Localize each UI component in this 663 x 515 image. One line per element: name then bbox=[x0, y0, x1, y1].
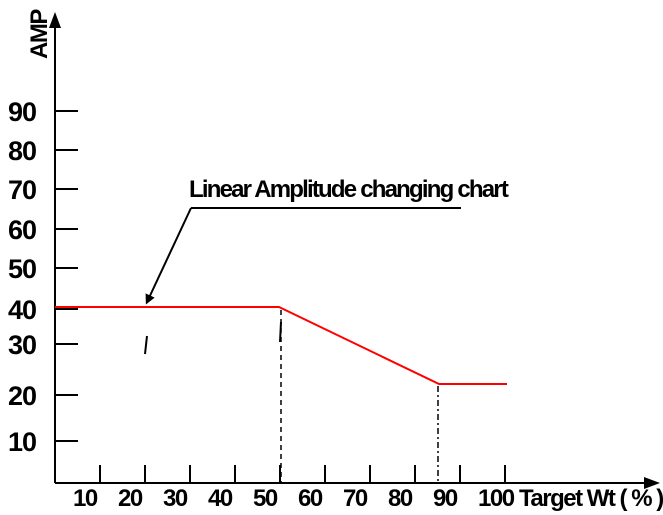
drop-lines bbox=[280, 310, 439, 483]
y-tick-label: 40 bbox=[8, 295, 36, 325]
series-group bbox=[55, 306, 507, 385]
x-tick-label: 50 bbox=[253, 485, 278, 512]
x-tick-label: 70 bbox=[343, 485, 368, 512]
y-tick-label: 80 bbox=[8, 136, 36, 166]
x-axis-title: Target Wt ( % ) bbox=[519, 485, 663, 512]
y-tick-label: 90 bbox=[8, 97, 36, 127]
x-tick-label: 40 bbox=[208, 485, 233, 512]
small-mark bbox=[144, 335, 148, 355]
y-axis-arrow-icon bbox=[49, 12, 61, 28]
x-tick-label: 100 bbox=[478, 485, 515, 512]
x-ticks: 10 20 30 40 50 60 70 80 90 100 bbox=[73, 465, 516, 512]
annotation: Linear Amplitude changing chart bbox=[145, 176, 511, 305]
small-mark bbox=[279, 321, 282, 343]
y-tick-label: 10 bbox=[8, 427, 36, 457]
x-axis-arrow-icon bbox=[644, 477, 660, 489]
x-tick-label: 80 bbox=[388, 485, 413, 512]
x-tick-label: 10 bbox=[73, 485, 98, 512]
x-tick-label: 90 bbox=[433, 485, 458, 512]
annotation-arrow bbox=[145, 207, 192, 305]
y-tick-label: 50 bbox=[8, 254, 36, 284]
y-tick-label: 60 bbox=[8, 215, 36, 245]
y-ticks: 10 20 30 40 50 60 70 80 90 bbox=[8, 97, 78, 457]
x-tick-label: 30 bbox=[163, 485, 188, 512]
y-tick-label: 20 bbox=[8, 381, 36, 411]
y-tick-label: 70 bbox=[8, 175, 36, 205]
annotation-text: Linear Amplitude changing chart bbox=[189, 176, 509, 203]
series-line bbox=[55, 306, 507, 385]
y-axis-title: AMP bbox=[26, 9, 53, 59]
x-tick-label: 60 bbox=[298, 485, 323, 512]
y-tick-label: 30 bbox=[8, 330, 36, 360]
x-tick-label: 20 bbox=[118, 485, 143, 512]
